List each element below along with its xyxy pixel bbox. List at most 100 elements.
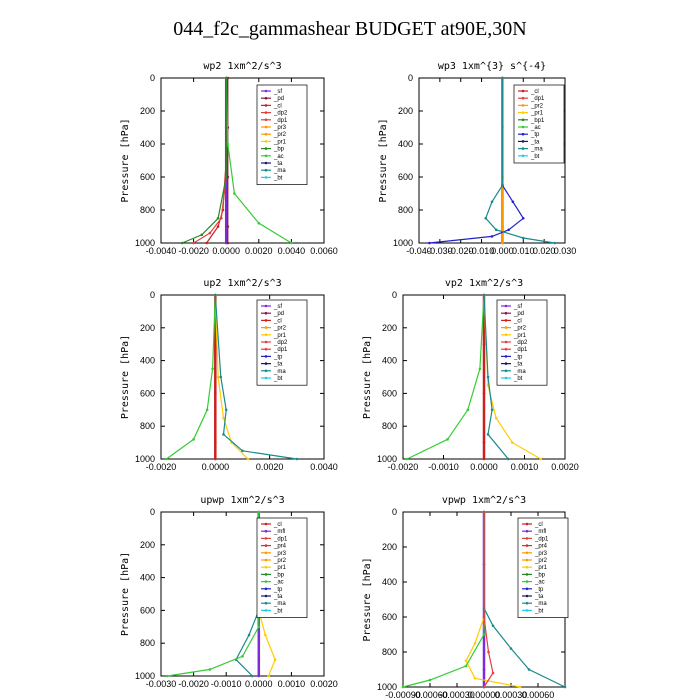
data-point	[264, 633, 267, 637]
x-tick-label: 0.010	[512, 246, 535, 256]
panel-title: up2 1xm^2/s^3	[203, 278, 281, 289]
legend-marker	[264, 609, 268, 612]
x-tick-label: -0.0010	[428, 462, 459, 472]
y-tick-label: 1000	[135, 454, 155, 464]
data-point	[494, 416, 498, 420]
y-tick-label: 800	[398, 205, 413, 215]
legend-marker	[525, 609, 529, 612]
legend-marker	[264, 544, 268, 547]
legend-entry: _pr2	[273, 558, 287, 564]
y-tick-label: 800	[140, 205, 155, 215]
data-point	[401, 685, 405, 689]
x-tick-label: -0.0020	[178, 679, 209, 689]
data-point	[473, 676, 477, 680]
legend-entry: _cl	[273, 522, 282, 528]
panel-5: upwp 1xm^2/s^3 Pressure [hPa] 0 200 400 600 80…	[120, 495, 338, 689]
legend-marker	[264, 140, 268, 143]
x-tick-label: 0.0000	[245, 679, 273, 689]
legend-marker	[264, 89, 268, 93]
y-tick-label: 400	[140, 573, 155, 583]
data-point	[507, 457, 510, 461]
data-point	[257, 221, 261, 225]
y-axis-label: Pressure [hPa]	[120, 335, 131, 419]
legend-entry: _dp1	[534, 536, 549, 542]
panel-1: wp2 1xm^2/s^3 Pressure [hPa] 0 200 400 600 800…	[120, 61, 338, 256]
y-tick-label: 1000	[393, 238, 413, 248]
legend-entry: _dp1	[273, 536, 288, 542]
legend-marker	[525, 522, 529, 526]
data-point	[257, 625, 261, 629]
legend-entry: _tp	[513, 354, 523, 360]
legend-entry: _sf	[513, 304, 522, 310]
legend-marker	[264, 594, 268, 598]
data-point	[486, 433, 490, 436]
legend-entry: _sf	[273, 304, 282, 310]
y-tick-label: 400	[140, 356, 155, 366]
legend-marker	[525, 537, 529, 540]
data-point	[501, 225, 504, 228]
legend-marker	[525, 601, 529, 605]
x-tick-label: 0.0020	[310, 679, 338, 689]
data-point	[501, 241, 504, 245]
data-point	[257, 658, 261, 661]
data-point	[208, 668, 212, 671]
legend-entry: _bp	[534, 572, 546, 578]
legend-entry: _ta	[273, 594, 283, 600]
legend-entry: _ta	[530, 139, 540, 145]
legend-marker	[504, 319, 508, 322]
legend-entry: _bt	[530, 154, 540, 160]
y-axis-label: Pressure [hPa]	[362, 557, 373, 641]
legend-entry: _bt	[534, 608, 544, 614]
legend-entry: _pr1	[273, 333, 287, 339]
legend-marker	[264, 132, 268, 136]
data-point	[518, 685, 522, 689]
series-line-tp	[235, 512, 260, 677]
legend-marker	[264, 326, 268, 329]
data-point	[464, 664, 468, 668]
legend-marker	[264, 161, 268, 165]
legend-entry: _dp1	[513, 347, 528, 353]
legend-marker	[521, 111, 525, 114]
x-tick-label: 0.0020	[245, 246, 273, 256]
legend-entry: _pr3	[534, 551, 548, 557]
legend-marker	[264, 104, 268, 107]
legend-entry: _ma	[273, 601, 286, 607]
data-point	[290, 241, 293, 245]
legend-entry: _bt	[273, 376, 283, 382]
data-point	[224, 76, 228, 80]
data-point	[509, 647, 513, 650]
x-tick-label: -0.010	[469, 246, 495, 256]
legend-entry: _dp1	[273, 347, 288, 353]
legend-marker	[264, 125, 268, 129]
data-point	[405, 457, 409, 461]
x-tick-label: -0.0020	[146, 462, 177, 472]
data-point	[241, 655, 244, 658]
legend-marker	[525, 594, 529, 598]
y-tick-label: 400	[382, 356, 397, 366]
data-point	[224, 175, 228, 179]
legend-entry: _dp1	[273, 118, 288, 124]
data-point	[208, 231, 212, 235]
legend-entry: _pr2	[513, 326, 527, 332]
x-tick-label: 0.0040	[310, 462, 338, 472]
y-tick-label: 1000	[377, 454, 397, 464]
series-line-ma	[214, 294, 297, 460]
legend-marker	[264, 111, 268, 114]
data-point	[428, 241, 431, 245]
data-point	[482, 392, 486, 395]
data-point	[257, 674, 261, 678]
legend-marker	[264, 347, 268, 351]
legend-entry: _bp	[273, 572, 285, 578]
x-tick-label: 0.00030	[495, 690, 528, 700]
x-tick-label: -0.00030	[439, 690, 475, 700]
legend: _cl_dp1_pr2 _pr1_bp1_ac_tp_ta _ma_bt	[513, 84, 565, 164]
legend-marker	[521, 96, 525, 100]
x-tick-label: -0.00090	[385, 690, 421, 700]
legend-entry: _pr3	[273, 551, 287, 557]
data-point	[250, 674, 254, 678]
legend-marker	[525, 587, 529, 591]
data-point	[482, 510, 486, 514]
legend-marker	[525, 565, 529, 569]
data-point	[220, 216, 223, 220]
